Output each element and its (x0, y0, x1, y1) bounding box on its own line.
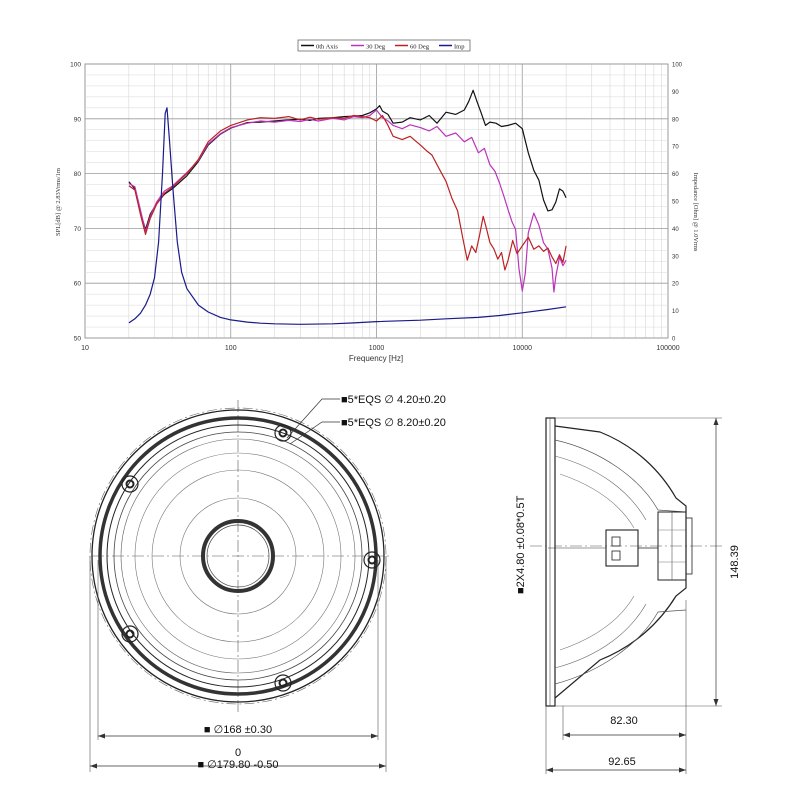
terminal-dim-text: ■2X4.80 ±0.08*0.5T (515, 495, 527, 594)
height-dim-text: 148.39 (729, 545, 741, 579)
terminal-positive (611, 536, 621, 547)
depth-dim-1-text: 82.30 (610, 715, 638, 727)
back-plate (685, 517, 693, 575)
legend-label-on-axis: 0th Axis (316, 44, 338, 51)
y2-tick-label: 90 (672, 90, 679, 96)
y2-tick-label: 20 (672, 282, 679, 288)
x-tick-label: 10 (81, 345, 89, 352)
chart-tick-labels: 10 100 1000 10000 10000050607080901000102030… (70, 62, 683, 353)
hole-callout-leader-1 (286, 398, 340, 439)
cone-ring-3 (179, 497, 297, 615)
basket-rib-bottom-3 (559, 595, 635, 651)
legend-label-60deg: 60 Deg (410, 44, 430, 51)
y2-tick-label: 70 (672, 145, 679, 151)
y-tick-label: 60 (74, 281, 82, 288)
mounting-hole-5 (274, 674, 292, 692)
mounting-holes (121, 424, 381, 692)
terminal-block (605, 529, 639, 567)
depth-dim-2-text: 92.65 (608, 756, 636, 768)
y-tick-label: 70 (74, 226, 82, 233)
y-tick-label: 80 (74, 171, 82, 178)
y-tick-label: 90 (74, 116, 82, 123)
dim-text-outer-top: 0 (235, 747, 241, 759)
y2-axis-title: Impedance [Ohm] @ 1.0Vrms (692, 173, 699, 252)
curve-30deg (128, 109, 567, 293)
dim-text-outer-bottom: ■ ∅179.80 -0.50 (197, 759, 278, 771)
legend-label-30deg: 30 Deg (366, 44, 386, 51)
curve-60deg (128, 114, 567, 271)
y-tick-label: 100 (70, 62, 81, 69)
basket-rib-top-3 (559, 473, 635, 529)
front-view-annotations: ■5*EQS ∅ 4.20±0.20 ■5*EQS ∅ 8.20±0.20 ■ … (197, 394, 445, 771)
basket-rib-top-1 (554, 439, 687, 513)
frequency-response-chart: 10 100 1000 10000 10000050607080901000102030… (55, 39, 699, 363)
terminal-negative (611, 550, 621, 561)
y2-tick-label: 80 (672, 117, 679, 123)
x-tick-label: 1000 (369, 345, 385, 352)
basket-rib-top-2 (554, 455, 647, 521)
mounting-hole-2 (121, 475, 139, 493)
basket-rib-bottom-2 (554, 603, 647, 669)
y2-tick-label: 0 (672, 337, 676, 343)
legend-box (297, 39, 471, 52)
y2-tick-label: 10 (672, 309, 679, 315)
legend-label-imp: Imp (454, 44, 464, 51)
mounting-hole-3 (363, 551, 381, 569)
side-flange (545, 417, 556, 707)
y2-tick-label: 60 (672, 172, 679, 178)
basket-rib-bottom-1 (554, 609, 687, 685)
dust-cap-rim (201, 519, 275, 593)
hole-callout-text-1: ■5*EQS ∅ 4.20±0.20 (341, 394, 446, 406)
front-view-drawing (89, 398, 390, 772)
x-tick-label: 10000 (513, 345, 533, 352)
mounting-hole-4 (121, 625, 139, 643)
curve-impedance (128, 107, 567, 325)
chart-curves (128, 89, 567, 325)
mounting-hole-1 (274, 424, 292, 442)
y2-tick-label: 30 (672, 254, 679, 260)
frame-outer-edge (91, 409, 385, 703)
y2-tick-label: 50 (672, 200, 679, 206)
frame-inner-edge (106, 424, 370, 688)
hole-callout-leader-2 (289, 421, 340, 445)
y-axis-title: SPL[dB] @ 2.83Vrms/1m (55, 168, 62, 236)
chart-legend: 0th Axis 30 Deg 60 Deg Imp (297, 39, 471, 52)
frame-flange (98, 416, 378, 696)
dust-cap (206, 524, 270, 588)
cone-ring-1 (134, 452, 342, 660)
x-tick-label: 100000 (656, 345, 679, 352)
cone-ring-2 (151, 469, 325, 643)
dim-text-bolt-circle: ■ ∅168 ±0.30 (204, 724, 272, 736)
side-view-annotations: ■2X4.80 ±0.08*0.5T 148.39 82.30 92.65 (515, 495, 741, 768)
surround-inner (120, 438, 356, 674)
x-tick-label: 100 (225, 345, 237, 352)
y2-tick-label: 40 (672, 227, 679, 233)
hole-callout-text-2: ■5*EQS ∅ 8.20±0.20 (341, 417, 446, 429)
chart-grid (84, 63, 668, 339)
surround-outer (113, 431, 363, 681)
y-tick-label: 50 (74, 336, 82, 343)
y2-tick-label: 100 (672, 63, 683, 69)
x-axis-title: Frequency [Hz] (349, 354, 403, 363)
side-view-drawing (530, 417, 725, 774)
